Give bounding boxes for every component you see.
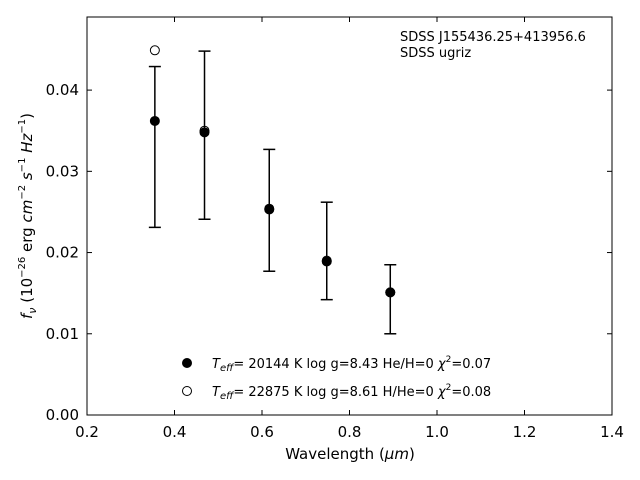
y-axis-label: fν (10−26 erg cm−2 s−1 Hz−1) bbox=[17, 113, 39, 319]
x-tick-label: 0.4 bbox=[163, 423, 187, 441]
legend-marker-filled bbox=[182, 358, 192, 368]
x-tick-label: 0.8 bbox=[338, 423, 362, 441]
legend: Teff= 20144 K log g=8.43 He/H=0 χ2=0.07 … bbox=[182, 355, 491, 402]
x-tick-label: 1.2 bbox=[513, 423, 537, 441]
model-point-open bbox=[149, 45, 160, 56]
y-tick-label: 0.02 bbox=[46, 244, 79, 262]
data-markers bbox=[149, 45, 396, 298]
axis-ticks bbox=[86, 17, 613, 416]
model-point-open bbox=[199, 125, 210, 136]
x-tick-label: 1.0 bbox=[425, 423, 449, 441]
model-point-open bbox=[321, 255, 332, 266]
x-tick-label: 0.2 bbox=[75, 423, 99, 441]
legend-marker-open bbox=[182, 386, 192, 396]
model-point-open bbox=[385, 287, 396, 298]
y-tick-label: 0.04 bbox=[46, 81, 79, 99]
object-name-annotation: SDSS J155436.25+413956.6 bbox=[400, 30, 586, 45]
y-tick-label: 0.00 bbox=[46, 406, 79, 424]
model-point-open bbox=[264, 203, 275, 214]
legend-entry-1: Teff= 20144 K log g=8.43 He/H=0 χ2=0.07 bbox=[212, 355, 491, 374]
y-tick-labels: 0.00 0.01 0.02 0.03 0.04 bbox=[46, 81, 79, 424]
legend-entry-2: Teff= 22875 K log g=8.61 H/He=0 χ2=0.08 bbox=[212, 383, 491, 402]
x-axis-label: Wavelength (μm) bbox=[285, 445, 415, 463]
x-tick-label: 1.4 bbox=[600, 423, 624, 441]
model-point-filled bbox=[149, 115, 160, 126]
x-tick-labels: 0.2 0.4 0.6 0.8 1.0 1.2 1.4 bbox=[75, 423, 624, 441]
x-tick-label: 0.6 bbox=[250, 423, 274, 441]
y-tick-label: 0.03 bbox=[46, 162, 79, 180]
filter-set-annotation: SDSS ugriz bbox=[400, 46, 471, 61]
error-bars bbox=[148, 50, 397, 335]
y-tick-label: 0.01 bbox=[46, 325, 79, 343]
